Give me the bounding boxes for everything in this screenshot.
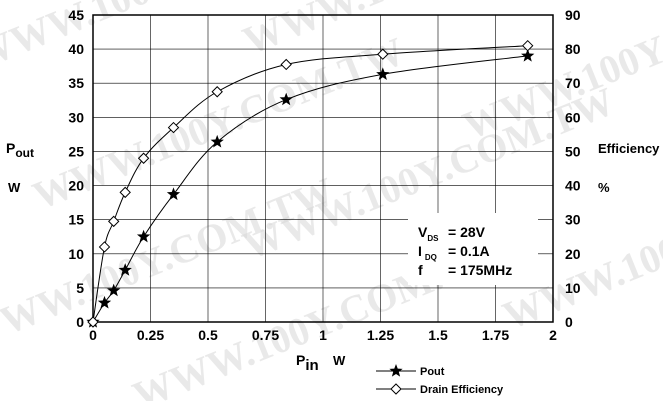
y-right-tick-label: 70 xyxy=(565,75,581,91)
pout-point xyxy=(521,48,535,62)
y-right-label: Efficiency xyxy=(598,141,660,156)
y-right-tick-label: 30 xyxy=(565,212,581,228)
y-right-tick-label: 80 xyxy=(565,41,581,57)
y-left-unit: W xyxy=(8,180,21,195)
legend-label-pout: Pout xyxy=(420,366,445,378)
y-left-tick-label: 10 xyxy=(68,246,84,262)
legend-star-marker xyxy=(389,364,403,377)
y-left-tick-label: 30 xyxy=(68,109,84,125)
y-left-tick-label: 45 xyxy=(68,7,84,23)
y-left-tick-label: 25 xyxy=(68,143,84,159)
x-tick-label: 1 xyxy=(319,327,327,343)
y-left-tick-label: 20 xyxy=(68,178,84,194)
x-tick-label: 0 xyxy=(89,327,97,343)
efficiency-point xyxy=(167,121,180,134)
y-left-label: Pout xyxy=(6,140,34,160)
efficiency-point xyxy=(280,58,292,71)
y-right-tick-label: 40 xyxy=(565,178,581,194)
legend-label-efficiency: Drain Efficiency xyxy=(420,384,504,396)
pout-point xyxy=(107,283,121,297)
series-layer xyxy=(86,39,535,328)
pout-point xyxy=(118,263,132,276)
x-tick-label: 0.75 xyxy=(252,327,279,343)
y-right-tick-label: 10 xyxy=(565,280,581,296)
y-left-tick-label: 15 xyxy=(68,212,84,228)
watermark-text: WWW.100Y.COM.TW xyxy=(237,0,621,63)
y-left-tick-label: 35 xyxy=(68,75,84,91)
efficiency-point xyxy=(119,186,131,199)
conditions-annotation: VDS = 28V I DQ = 0.1A f = 175MHz xyxy=(408,213,538,285)
x-tick-label: 1.25 xyxy=(367,327,394,343)
y-right-tick-label: 20 xyxy=(565,246,581,262)
y-left-tick-label: 0 xyxy=(76,314,84,330)
efficiency-point xyxy=(211,86,223,98)
annotation-freq: f = 175MHz xyxy=(418,262,512,278)
y-right-unit: % xyxy=(598,180,610,195)
legend: Pout Drain Efficiency xyxy=(376,364,504,396)
pout-point xyxy=(166,187,181,201)
pout-point xyxy=(210,134,224,148)
y-right-tick-labels: 0 10 20 30 40 50 60 70 80 90 xyxy=(565,7,581,330)
pout-point xyxy=(136,229,151,243)
x-label: Pin xyxy=(296,352,319,374)
y-left-tick-label: 5 xyxy=(76,280,84,296)
efficiency-point xyxy=(521,39,534,52)
y-right-tick-label: 50 xyxy=(565,143,581,159)
annotation-vds: VDS = 28V xyxy=(418,224,486,243)
y-right-tick-label: 0 xyxy=(565,314,573,330)
x-label-unit: W xyxy=(333,353,346,368)
y-left-tick-labels: 0 5 10 15 20 25 30 35 40 45 xyxy=(68,7,84,330)
efficiency-point xyxy=(137,152,150,164)
annotation-idq: I DQ = 0.1A xyxy=(418,243,490,262)
x-tick-label: 1.5 xyxy=(428,327,448,343)
x-tick-label: 2 xyxy=(549,327,557,343)
efficiency-point xyxy=(107,215,120,228)
pout-point xyxy=(279,92,293,106)
y-right-tick-label: 60 xyxy=(565,109,581,125)
y-right-tick-label: 90 xyxy=(565,7,581,23)
x-tick-labels: 0 0.25 0.5 0.75 1 1.25 1.5 1.75 2 xyxy=(89,327,557,343)
plot-frame xyxy=(92,14,554,323)
x-tick-label: 0.25 xyxy=(137,327,164,343)
x-tick-label: 0.5 xyxy=(198,327,218,343)
pout-point xyxy=(97,295,112,309)
efficiency-point xyxy=(98,241,111,253)
efficiency-point xyxy=(377,48,389,60)
y-left-tick-label: 40 xyxy=(68,41,84,57)
legend-diamond-marker xyxy=(390,383,402,395)
pout-point xyxy=(376,67,390,81)
x-tick-label: 1.75 xyxy=(482,327,509,343)
efficiency-point xyxy=(87,316,99,328)
annotation-box xyxy=(408,213,538,285)
